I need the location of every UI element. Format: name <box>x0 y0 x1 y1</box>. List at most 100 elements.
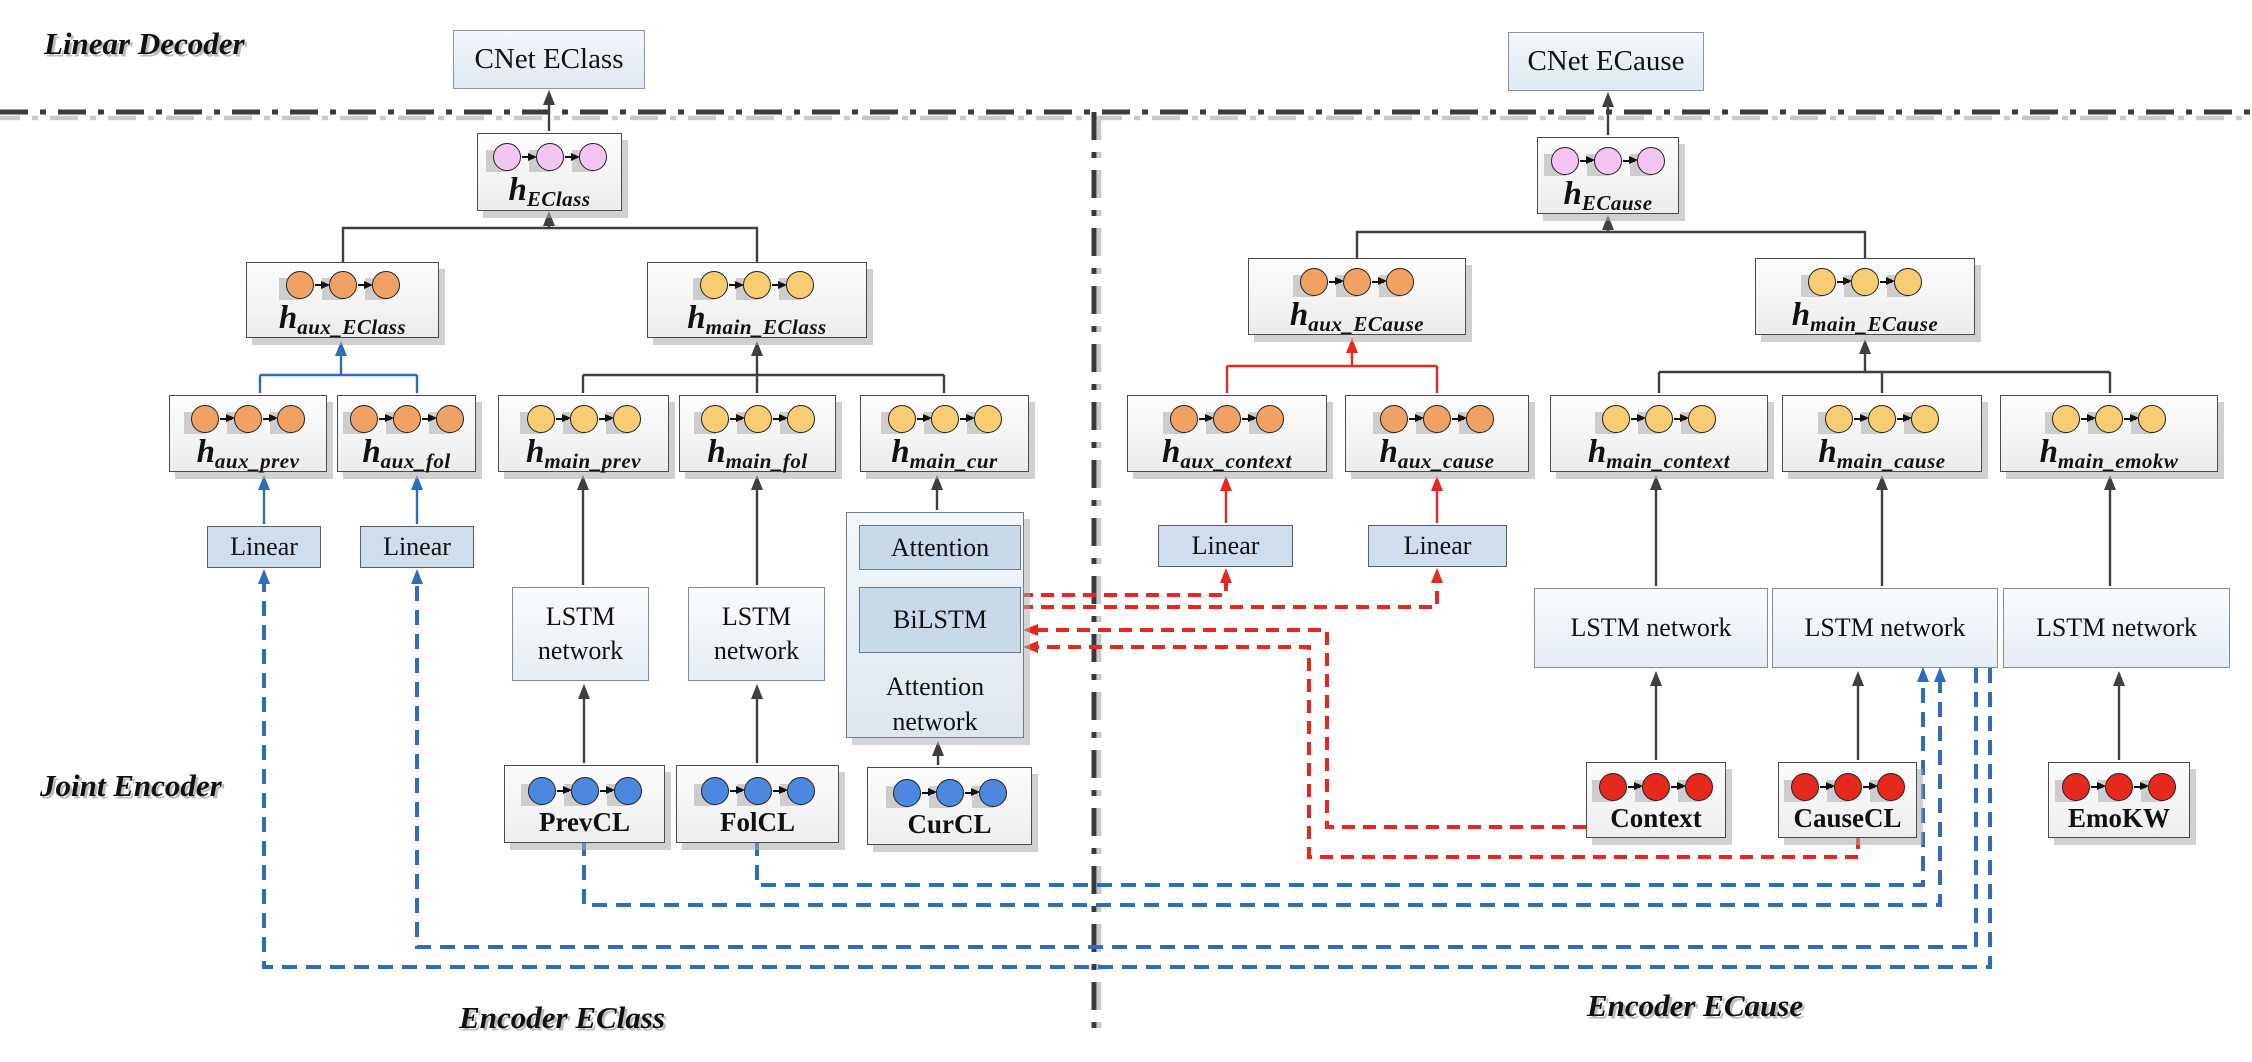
state-box-haux-cause: haux_cause <box>1345 395 1529 472</box>
attention-network-label: Attention network <box>885 672 985 737</box>
rnn-cells <box>693 776 815 806</box>
cnet-eclass-box: CNet EClass <box>453 30 645 89</box>
bracket-hmain-ecause <box>1657 370 2112 393</box>
link-cause-lstm-to-linear-fol <box>411 569 1978 949</box>
bracket-haux-eclass <box>258 373 419 393</box>
state-box-hmain-ecause: hmain_ECause <box>1755 258 1975 335</box>
state-label: hmain_ECause <box>1791 296 1939 336</box>
state-box-haux-context: haux_context <box>1127 395 1327 472</box>
state-box-haux-fol: haux_fol <box>337 395 476 472</box>
linear-box-prev: Linear <box>207 526 321 568</box>
state-label: hEClass <box>508 172 591 211</box>
input-label: FolCL <box>719 806 795 837</box>
state-box-hmain-emokw: hmain_emokw <box>2000 395 2218 472</box>
state-box-hmain-eclass: hmain_EClass <box>647 262 867 338</box>
link-causecl-to-bilstm <box>1023 641 1860 859</box>
input-label: EmoKW <box>2067 802 2170 833</box>
input-label: PrevCL <box>539 806 630 837</box>
rnn-cells <box>1818 404 1939 434</box>
state-label: hmain_prev <box>525 433 642 473</box>
lstm-box-emokw: LSTM network <box>2003 588 2230 668</box>
state-label: haux_cause <box>1379 433 1495 473</box>
state-label: haux_EClass <box>278 300 407 339</box>
rnn-cells <box>1783 772 1905 802</box>
state-label: hmain_emokw <box>2039 433 2179 473</box>
state-box-hmain-cur: hmain_cur <box>860 395 1029 472</box>
input-box-causecl: CauseCL <box>1778 762 1917 838</box>
state-label: hECause <box>1563 175 1653 215</box>
rnn-cells <box>485 143 607 172</box>
input-label: CauseCL <box>1793 802 1902 833</box>
rnn-cells <box>520 776 642 806</box>
lstm-box-cause: LSTM network <box>1772 588 1998 668</box>
state-box-hmain-context: hmain_context <box>1550 395 1768 472</box>
rnn-cells <box>2055 772 2176 802</box>
linear-box-cause: Linear <box>1368 525 1507 567</box>
state-label: haux_context <box>1161 433 1293 473</box>
input-box-curcl: CurCL <box>867 767 1032 845</box>
rnn-cells <box>278 271 400 300</box>
state-box-hmain-cause: hmain_cause <box>1782 395 1982 472</box>
rnn-cells <box>1595 404 1716 434</box>
link-bilstm-to-linear-cause <box>1020 568 1443 609</box>
bracket-eclass-states <box>341 226 759 262</box>
state-box-h-eclass: hEClass <box>477 133 622 211</box>
lstm-box-fol: LSTM network <box>688 587 825 681</box>
state-box-haux-eclass: haux_EClass <box>246 262 439 338</box>
rnn-cells <box>693 271 814 300</box>
attention-box: Attention <box>859 525 1021 570</box>
rnn-cells <box>693 404 815 434</box>
state-label: haux_prev <box>196 433 300 473</box>
bracket-haux-ecause <box>1225 364 1439 393</box>
rnn-cells <box>184 404 305 434</box>
label-encoder-ecause: Encoder ECause <box>1586 988 1804 1023</box>
input-box-emokw: EmoKW <box>2048 762 2190 838</box>
label-encoder-eclass: Encoder EClass <box>459 1000 665 1035</box>
rnn-cells <box>519 404 641 434</box>
cnet-ecause-label: CNet ECause <box>1527 45 1685 77</box>
state-label: haux_fol <box>362 433 451 473</box>
rnn-cells <box>1801 267 1922 297</box>
bracket-ecause-states <box>1355 230 1867 258</box>
state-label: haux_ECause <box>1289 296 1425 336</box>
link-bilstm-to-linear-context <box>1020 568 1232 597</box>
bilstm-box: BiLSTM <box>859 587 1021 653</box>
state-box-haux-ecause: haux_ECause <box>1248 258 1466 335</box>
state-label: hmain_cause <box>1818 433 1946 473</box>
input-box-folcl: FolCL <box>676 765 839 843</box>
linear-box-context: Linear <box>1158 525 1293 567</box>
attention-network-box: Attention BiLSTM Attention network <box>846 512 1024 738</box>
lstm-box-context: LSTM network <box>1534 588 1768 668</box>
input-box-context: Context <box>1586 762 1726 838</box>
link-prevcl-to-cause-lstm <box>582 667 1946 907</box>
rnn-cells <box>1163 404 1284 434</box>
state-box-h-ecause: hECause <box>1537 137 1679 214</box>
label-joint-encoder: Joint Encoder <box>40 768 222 803</box>
state-label: hmain_EClass <box>687 300 827 339</box>
link-folcl-to-cause-lstm <box>755 667 1929 887</box>
state-box-hmain-prev: hmain_prev <box>498 395 669 472</box>
state-label: hmain_cur <box>891 433 998 473</box>
link-context-to-bilstm <box>1023 624 1586 829</box>
input-box-prevcl: PrevCL <box>504 765 665 843</box>
rnn-cells <box>1373 404 1494 434</box>
rnn-cells <box>1293 267 1414 297</box>
rnn-cells <box>2045 404 2166 434</box>
cnet-ecause-box: CNet ECause <box>1508 32 1704 91</box>
label-linear-decoder: Linear Decoder <box>44 26 245 61</box>
bracket-hmain-eclass <box>581 373 946 393</box>
state-label: hmain_fol <box>707 433 808 473</box>
input-label: Context <box>1610 802 1702 833</box>
input-label: CurCL <box>907 808 992 839</box>
rnn-cells <box>342 404 464 434</box>
rnn-cells <box>880 404 1002 434</box>
state-box-haux-prev: haux_prev <box>169 395 327 472</box>
state-box-hmain-fol: hmain_fol <box>679 395 836 472</box>
state-label: hmain_context <box>1587 433 1731 473</box>
rnn-cells <box>1544 146 1665 176</box>
lstm-box-prev: LSTM network <box>512 587 649 681</box>
rnn-cells <box>885 778 1007 808</box>
linear-box-fol: Linear <box>360 526 474 568</box>
link-cause-lstm-to-linear-prev <box>258 569 1992 969</box>
